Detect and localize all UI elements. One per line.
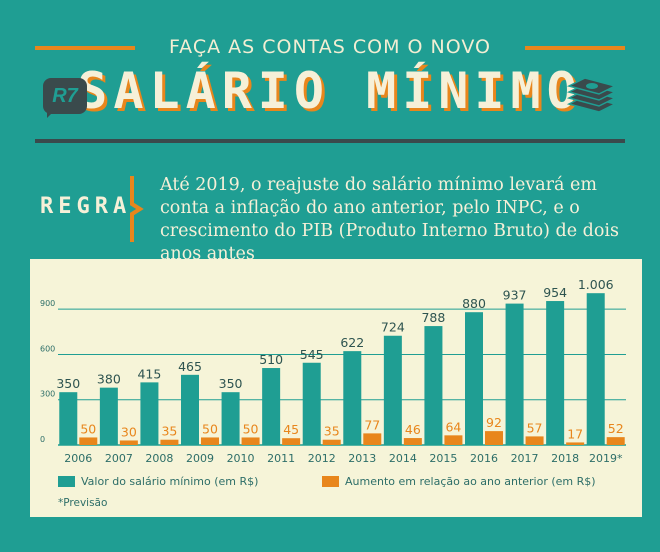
money-stack-icon bbox=[566, 77, 617, 113]
x-tick-label: 2018 bbox=[551, 452, 579, 465]
data-label-increase: 50 bbox=[202, 421, 218, 436]
data-label-increase: 45 bbox=[283, 422, 299, 437]
bar-increase bbox=[444, 435, 463, 445]
bar-value bbox=[424, 326, 443, 445]
y-tick-label: 600 bbox=[40, 344, 55, 353]
rule-label: REGRA bbox=[40, 194, 132, 219]
bar-increase bbox=[160, 439, 179, 445]
bar-value bbox=[586, 293, 605, 445]
bar-value bbox=[99, 387, 118, 445]
data-label-value: 1.006 bbox=[578, 277, 614, 292]
bar-chart: 0300600900350502006380302007415352008465… bbox=[40, 277, 626, 465]
y-tick-label: 300 bbox=[40, 390, 55, 399]
chart-panel: 0 300 600 900 350 50 2006 380 30 2007 415 35 2008 465… bbox=[30, 259, 642, 517]
x-tick-label: 2008 bbox=[145, 452, 173, 465]
bar-increase bbox=[525, 436, 544, 445]
x-tick-label: 2009 bbox=[186, 452, 214, 465]
bar-increase bbox=[403, 438, 422, 445]
data-label-value: 465 bbox=[178, 359, 202, 374]
legend-item-increase: Aumento em relação ao ano anterior (em R… bbox=[322, 475, 596, 488]
data-label-increase: 35 bbox=[324, 424, 340, 439]
bar-value bbox=[140, 382, 159, 445]
bar-value bbox=[262, 368, 281, 445]
bar-value bbox=[505, 303, 524, 445]
bar-increase bbox=[201, 437, 219, 445]
data-label-value: 937 bbox=[503, 288, 527, 303]
bar-value bbox=[546, 301, 565, 445]
x-tick-label: 2014 bbox=[389, 452, 417, 465]
data-label-increase: 57 bbox=[527, 420, 543, 435]
data-label-increase: 50 bbox=[80, 421, 96, 436]
legend-label-increase: Aumento em relação ao ano anterior (em R… bbox=[345, 475, 596, 488]
legend-label-value: Valor do salário mínimo (em R$) bbox=[81, 475, 259, 488]
bar-value bbox=[383, 335, 402, 445]
bar-increase bbox=[322, 439, 341, 445]
bar-value bbox=[343, 351, 362, 445]
page-title: SALÁRIO MÍNIMO bbox=[77, 62, 583, 120]
data-label-increase: 92 bbox=[486, 415, 502, 430]
bar-value bbox=[302, 362, 321, 445]
data-label-increase: 35 bbox=[161, 424, 177, 439]
x-tick-label: 2012 bbox=[308, 452, 336, 465]
chart-footnote: *Previsão bbox=[58, 497, 108, 509]
rule-bracket bbox=[130, 176, 144, 242]
y-tick-label: 900 bbox=[40, 299, 55, 308]
data-label-increase: 17 bbox=[567, 426, 583, 441]
data-label-value: 350 bbox=[219, 376, 243, 391]
y-tick-label: 0 bbox=[40, 435, 45, 444]
logo-tail bbox=[47, 108, 57, 118]
x-tick-label: 2011 bbox=[267, 452, 295, 465]
data-label-increase: 50 bbox=[243, 421, 259, 436]
data-label-increase: 46 bbox=[405, 422, 421, 437]
header-line-left bbox=[35, 46, 135, 50]
x-tick-label: 2007 bbox=[105, 452, 133, 465]
bar-increase bbox=[79, 437, 98, 445]
bar-increase bbox=[566, 442, 585, 445]
legend-item-value: Valor do salário mínimo (em R$) bbox=[58, 475, 258, 488]
data-label-value: 954 bbox=[543, 285, 567, 300]
x-tick-label: 2006 bbox=[64, 452, 92, 465]
bar-value bbox=[221, 392, 240, 445]
header-divider bbox=[35, 139, 625, 143]
data-label-value: 622 bbox=[340, 335, 364, 350]
data-label-value: 545 bbox=[300, 347, 324, 362]
bar-increase bbox=[485, 431, 503, 445]
data-label-value: 880 bbox=[462, 296, 486, 311]
x-tick-label: 2010 bbox=[227, 452, 255, 465]
header-line-right bbox=[525, 46, 625, 50]
bar-increase bbox=[606, 437, 625, 445]
bar-value bbox=[59, 392, 78, 445]
bar-increase bbox=[241, 437, 260, 445]
data-label-increase: 30 bbox=[121, 424, 137, 439]
x-tick-label: 2015 bbox=[429, 452, 457, 465]
legend-swatch-value bbox=[58, 476, 75, 487]
data-label-increase: 77 bbox=[364, 417, 380, 432]
data-label-value: 724 bbox=[381, 320, 405, 335]
data-label-value: 350 bbox=[56, 376, 80, 391]
data-label-value: 788 bbox=[421, 310, 445, 325]
x-tick-label: 2013 bbox=[348, 452, 376, 465]
bar-value bbox=[465, 312, 483, 445]
bar-increase bbox=[363, 433, 382, 445]
bar-value bbox=[181, 374, 199, 445]
rule-text: Até 2019, o reajuste do salário mínimo l… bbox=[160, 175, 619, 264]
header-subtitle: FAÇA AS CONTAS COM O NOVO bbox=[168, 36, 491, 58]
data-label-value: 510 bbox=[259, 352, 283, 367]
x-tick-label: 2019* bbox=[589, 452, 623, 465]
data-label-increase: 52 bbox=[608, 421, 624, 436]
data-label-value: 380 bbox=[97, 372, 121, 387]
r7-logo: R7 bbox=[43, 78, 87, 114]
bar-increase bbox=[282, 438, 301, 445]
x-tick-label: 2017 bbox=[511, 452, 539, 465]
data-label-increase: 64 bbox=[445, 419, 461, 434]
x-tick-label: 2016 bbox=[470, 452, 498, 465]
bar-increase bbox=[119, 440, 138, 445]
data-label-value: 415 bbox=[137, 366, 161, 381]
legend-swatch-increase bbox=[322, 476, 339, 487]
